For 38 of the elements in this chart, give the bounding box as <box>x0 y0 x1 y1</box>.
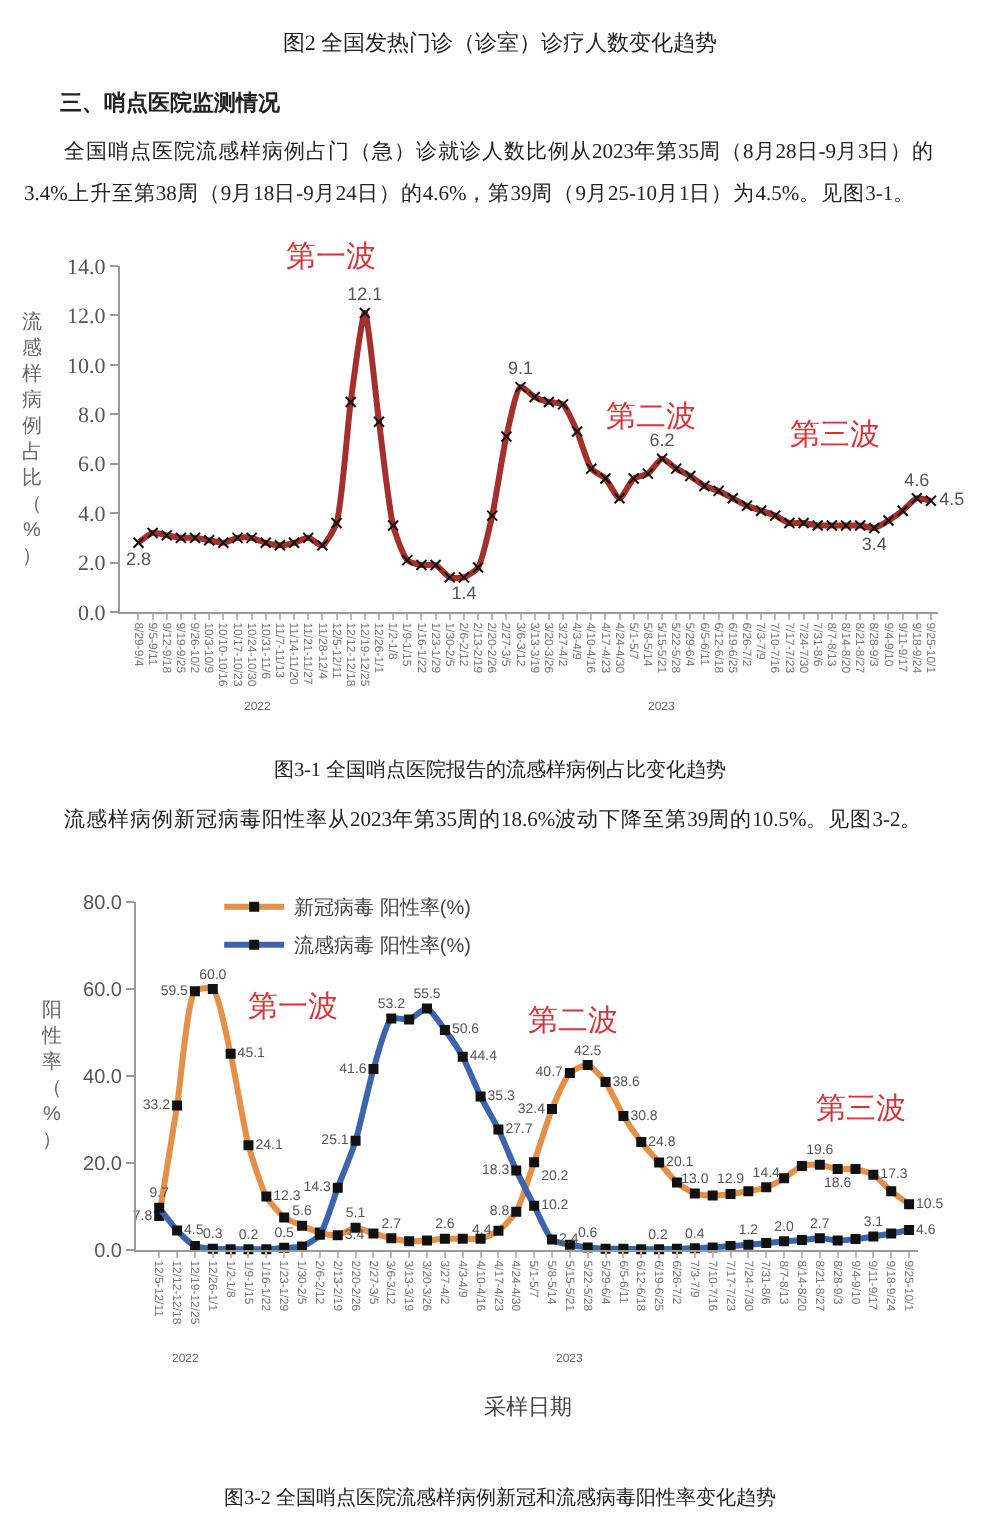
annotation: 第一波 <box>286 238 376 274</box>
y-axis-title: 阳性率（%） <box>40 1000 62 1152</box>
annotation: 第一波 <box>248 988 338 1024</box>
text: 全国哨点医院流感样病例占门（急）诊就诊人数比例从2023年第35周（8月28日-9月3日）的3.4%上升至第38周（9月18日-9月24日）的4.6%，第39周（9月25-10月1日）为4.5%。见图3-1。 <box>24 138 937 210</box>
y-tick-label: 40.0 <box>83 1067 123 1089</box>
data-label: 4.5 <box>939 489 965 510</box>
data-label: 1.4 <box>451 583 477 604</box>
y-tick-label: 10.0 <box>67 354 107 379</box>
text: 三、哨点医院监测情况 <box>60 89 282 118</box>
y-tick-label: 2.0 <box>78 552 107 577</box>
y-tick-label: 4.0 <box>78 502 107 527</box>
data-label: 6.2 <box>649 430 675 451</box>
annotation: 第三波 <box>790 416 880 452</box>
y-tick-label: 0.0 <box>78 601 107 626</box>
caption: 图2 全国发热门诊（诊室）诊疗人数变化趋势 <box>280 29 720 58</box>
data-label: 9.1 <box>507 358 534 379</box>
y-tick-label: 14.0 <box>67 255 107 280</box>
x-axis-title: 采样日期 <box>484 1394 572 1420</box>
text: 图3-1 全国哨点医院报告的流感样病例占比变化趋势 <box>272 757 728 784</box>
annotation: 第二波 <box>606 398 696 434</box>
text: 流感样病例新冠病毒阳性率从2023年第35周的18.6%波动下降至第39周的10.5%。见图3-2。 <box>62 806 925 836</box>
y-tick-label: 80.0 <box>83 893 123 915</box>
y-tick-label: 8.0 <box>78 403 107 428</box>
y-tick-label: 0.0 <box>94 1241 123 1263</box>
legend-label: 新冠病毒 阳性率(%) <box>294 896 471 921</box>
data-label: 2.8 <box>125 548 151 569</box>
y-tick-label: 20.0 <box>83 1154 123 1176</box>
y-tick-label: 6.0 <box>78 453 107 478</box>
y-tick-label: 12.0 <box>67 305 107 330</box>
text: 图3-2 全国哨点医院流感样病例新冠和流感病毒阳性率变化趋势 <box>222 1485 778 1512</box>
text: 流感样病例占比（%） <box>22 312 42 568</box>
legend-label: 流感病毒 阳性率(%) <box>294 934 471 959</box>
data-label: 12.1 <box>347 284 383 305</box>
y-tick-label: 60.0 <box>83 980 123 1002</box>
data-label: 4.6 <box>904 469 930 490</box>
annotation: 第二波 <box>528 1002 618 1038</box>
annotation: 第三波 <box>816 1090 906 1126</box>
data-label: 3.4 <box>861 533 887 554</box>
